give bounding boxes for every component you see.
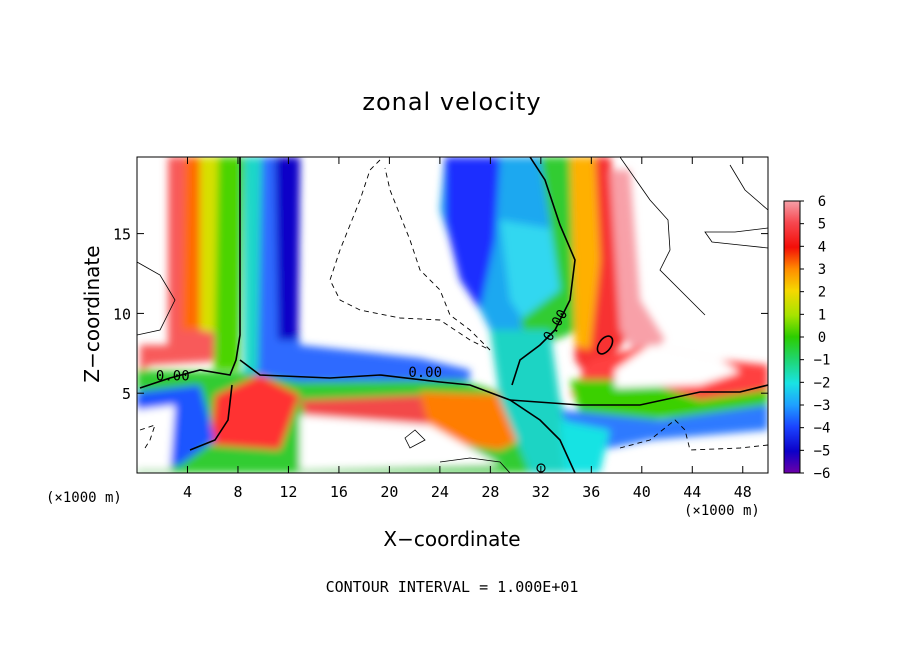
x-tick-label: 8 bbox=[233, 483, 242, 501]
contour-interval-note: CONTOUR INTERVAL = 1.000E+01 bbox=[325, 578, 579, 596]
x-tick-label: 16 bbox=[330, 483, 348, 501]
colorbar-tick-label: 5 bbox=[818, 217, 826, 233]
colorbar: 6 5 4 3 2 1 0 −1 −2 −3 −4 −5 −6 bbox=[783, 194, 831, 482]
contour-zero-line bbox=[189, 384, 233, 451]
x-tick-label: 28 bbox=[481, 483, 499, 501]
contour-thin-line bbox=[704, 227, 768, 249]
colorbar-tick-label: −5 bbox=[814, 443, 831, 459]
x-tick-label: 44 bbox=[683, 483, 701, 501]
field-red-low-left bbox=[210, 375, 300, 450]
x-axis-label: X−coordinate bbox=[383, 527, 521, 551]
contour-dashed-line bbox=[329, 159, 491, 351]
colorbar-tick-label: 2 bbox=[818, 285, 826, 301]
chart-title: zonal velocity bbox=[362, 88, 542, 116]
colorbar-tick-label: 6 bbox=[818, 194, 826, 210]
contour-thin-line bbox=[137, 261, 176, 336]
contour-zero-line bbox=[509, 384, 768, 406]
colorbar-tick-label: −3 bbox=[814, 398, 831, 414]
colorbar-tick-label: 0 bbox=[818, 330, 826, 346]
field-layer bbox=[137, 157, 768, 473]
colorbar-tick-label: −6 bbox=[814, 466, 831, 482]
colorbar-tick-label: 1 bbox=[818, 307, 826, 323]
colorbar-tick-label: 4 bbox=[818, 239, 826, 255]
contour-dashed-line bbox=[139, 424, 156, 449]
field-deep-blue-wedge bbox=[445, 157, 500, 310]
colorbar-tick-label: 3 bbox=[818, 262, 826, 278]
contour-thin-line bbox=[439, 457, 511, 473]
field-green-right-band bbox=[570, 380, 768, 420]
field-orange-right bbox=[570, 157, 600, 350]
x-tick-label: 20 bbox=[380, 483, 398, 501]
field-blue-right-band bbox=[560, 405, 768, 450]
contour-dashed-line bbox=[619, 419, 768, 451]
field-cyan-left bbox=[244, 157, 262, 372]
contour-zero-line bbox=[139, 157, 241, 389]
plot-frame bbox=[136, 156, 769, 474]
contour-layer bbox=[137, 157, 768, 473]
colorbar-tick-label: −2 bbox=[814, 375, 831, 391]
x-tick-label: 32 bbox=[532, 483, 550, 501]
contour-zero-line bbox=[511, 157, 576, 386]
field-white-right-pocket bbox=[615, 345, 740, 388]
contour-label: 0.00 bbox=[408, 365, 442, 381]
contour-label: 0.00 bbox=[156, 368, 190, 384]
x-unit-left: (×1000 m) bbox=[46, 490, 122, 506]
x-tick-label: 12 bbox=[279, 483, 297, 501]
field-pink-right bbox=[610, 170, 665, 360]
y-tick-label: 15 bbox=[113, 226, 131, 244]
field-white-low-left bbox=[137, 405, 175, 470]
y-tick-label: 10 bbox=[113, 305, 131, 323]
contour-thin-line bbox=[729, 164, 768, 211]
field-green-wedge-edge bbox=[520, 157, 580, 350]
colorbar-tick-label: −4 bbox=[814, 421, 831, 437]
y-tick-label: 5 bbox=[122, 385, 131, 403]
x-unit-right: (×1000 m) bbox=[684, 503, 760, 519]
x-tick-label: 24 bbox=[431, 483, 449, 501]
colorbar-gradient bbox=[783, 200, 801, 474]
contour-thin-line bbox=[619, 157, 706, 316]
field-deep-blue-left bbox=[275, 157, 300, 340]
contour-zero-loop bbox=[596, 335, 614, 355]
x-tick-label: 48 bbox=[734, 483, 752, 501]
x-tick-label: 4 bbox=[183, 483, 192, 501]
contour-zero-line bbox=[239, 359, 576, 473]
field-green-left bbox=[214, 157, 244, 370]
colorbar-tick-label: −1 bbox=[814, 353, 831, 369]
contour-thin-line bbox=[404, 429, 426, 449]
x-tick-label: 36 bbox=[582, 483, 600, 501]
field-white-low bbox=[300, 415, 500, 470]
x-tick-label: 40 bbox=[633, 483, 651, 501]
field-cyan-right-stem bbox=[560, 420, 610, 473]
